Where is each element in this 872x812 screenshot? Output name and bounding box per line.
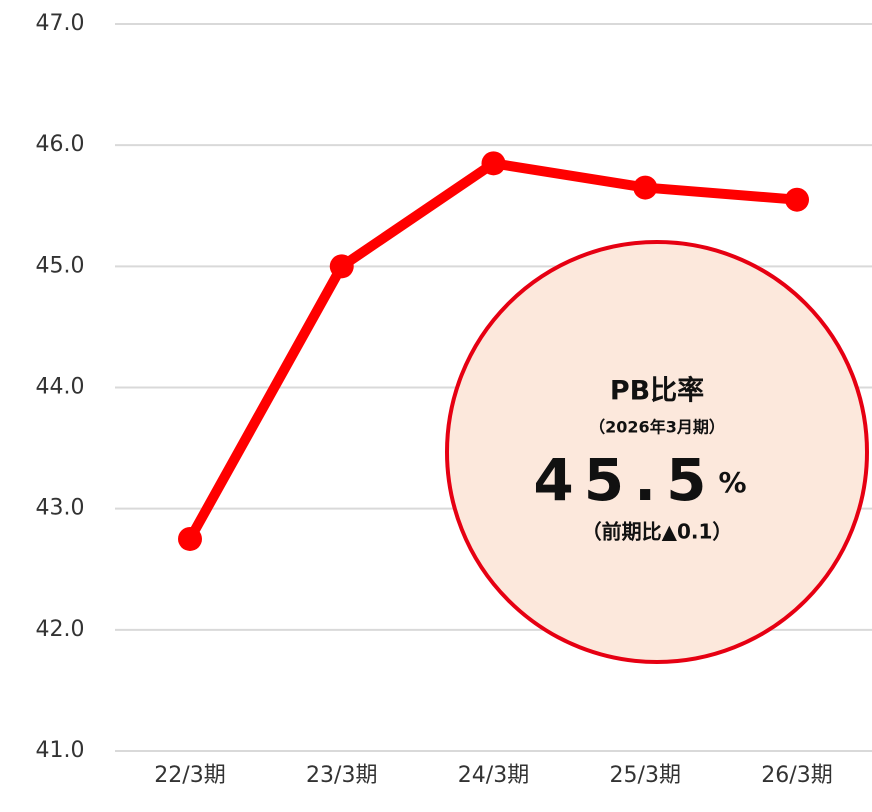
plot [178, 151, 809, 551]
x-tick-label: 24/3期 [458, 763, 529, 788]
grid: 41.0 42.0 43.0 44.0 45.0 46.0 47.0 22/3期 23/3期 24… [36, 11, 872, 788]
x-tick-label: 25/3期 [610, 763, 681, 788]
annotation-value: 45.5 [533, 446, 716, 514]
annotation-circle [445, 240, 869, 664]
y-tick-label: 44.0 [36, 375, 85, 400]
y-tick-label: 47.0 [36, 11, 85, 36]
annotation-change: （前期比▲0.1） [582, 520, 733, 544]
data-point [178, 526, 202, 551]
y-tick-label: 41.0 [36, 738, 85, 763]
data-point [785, 187, 809, 212]
annotation-title: PB比率 [610, 375, 704, 407]
x-tick-label: 23/3期 [306, 763, 377, 788]
annotation-unit: % [719, 466, 747, 499]
y-tick-label: 45.0 [36, 253, 85, 278]
y-tick-label: 46.0 [36, 132, 85, 157]
y-tick-label: 42.0 [36, 617, 85, 642]
annotation-period: （2026年3月期） [589, 418, 725, 437]
x-tick-label: 22/3期 [154, 763, 225, 788]
y-tick-label: 43.0 [36, 496, 85, 521]
annotation-value-group: 45.5% [533, 446, 746, 514]
x-tick-label: 26/3期 [761, 763, 832, 788]
data-point [481, 151, 506, 176]
data-point [329, 254, 354, 279]
data-point [633, 175, 658, 200]
